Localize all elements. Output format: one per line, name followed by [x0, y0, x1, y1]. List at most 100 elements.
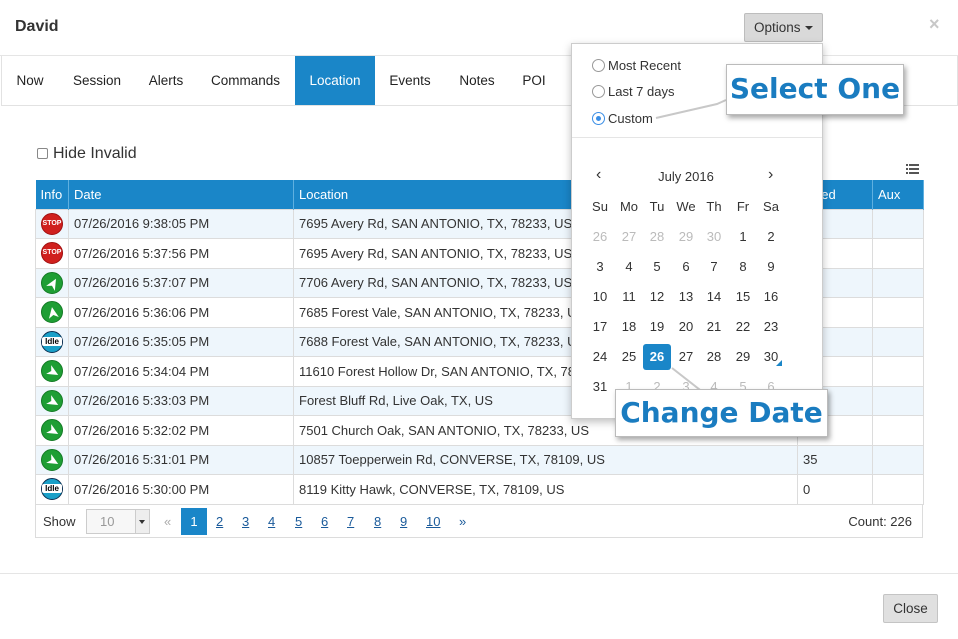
calendar-day[interactable]: 30 — [706, 229, 722, 244]
calendar-day[interactable]: 25 — [621, 349, 637, 364]
calendar-day[interactable]: 6 — [682, 259, 690, 274]
tab-poi[interactable]: POI — [522, 73, 546, 88]
radio-label: Most Recent — [608, 58, 681, 73]
cell-date: 07/26/2016 5:37:07 PM — [68, 267, 294, 298]
radio-button[interactable] — [592, 59, 605, 72]
tab-session[interactable]: Session — [72, 73, 122, 88]
column-header-date[interactable]: Date — [68, 180, 294, 209]
hide-invalid-toggle[interactable]: Hide Invalid — [37, 145, 137, 163]
page-size-select[interactable]: 10 — [86, 509, 150, 534]
calendar-day[interactable]: 4 — [710, 379, 718, 394]
callout-change-date-text: Change Date — [620, 396, 823, 429]
close-button[interactable]: Close — [883, 594, 938, 623]
tab-notes[interactable]: Notes — [459, 73, 495, 88]
table-pager: Show 10 « 1 2 3 4 5 6 7 8 9 10 » Count: … — [35, 505, 923, 538]
calendar-day[interactable]: 28 — [706, 349, 722, 364]
page-link-9[interactable]: 9 — [400, 514, 408, 529]
table-row[interactable]: Idle 07/26/2016 5:30:00 PM 8119 Kitty Hawk… — [35, 474, 924, 505]
page-link-4[interactable]: 4 — [268, 514, 276, 529]
page-link-1[interactable]: 1 — [181, 508, 207, 535]
cell-aux — [872, 238, 924, 269]
calendar-day[interactable]: 12 — [649, 289, 665, 304]
cell-info — [35, 385, 69, 416]
calendar-day[interactable]: 9 — [767, 259, 775, 274]
calendar-day[interactable]: 24 — [592, 349, 608, 364]
calendar-day[interactable]: 4 — [625, 259, 633, 274]
calendar-day[interactable]: 1 — [739, 229, 747, 244]
calendar-day[interactable]: 13 — [678, 289, 694, 304]
close-icon[interactable]: × — [929, 14, 940, 34]
cell-aux — [872, 474, 924, 505]
radio-last-7-days[interactable]: Last 7 days — [592, 84, 675, 99]
calendar-day[interactable]: 29 — [735, 349, 751, 364]
dropdown-arrow-icon[interactable] — [135, 510, 149, 533]
calendar-day[interactable]: 7 — [710, 259, 718, 274]
calendar-day-selected[interactable]: 26 — [643, 344, 671, 370]
page-link-8[interactable]: 8 — [374, 514, 382, 529]
calendar-day[interactable]: 27 — [678, 349, 694, 364]
calendar-day[interactable]: 8 — [739, 259, 747, 274]
calendar-day[interactable]: 5 — [739, 379, 747, 394]
calendar-day[interactable]: 2 — [653, 379, 661, 394]
calendar-day[interactable]: 17 — [592, 319, 608, 334]
cell-speed: 0 — [797, 474, 873, 505]
idle-icon: Idle — [41, 330, 63, 353]
calendar-day[interactable]: 20 — [678, 319, 694, 334]
calendar-day[interactable]: 16 — [763, 289, 779, 304]
calendar-day[interactable]: 19 — [649, 319, 665, 334]
moving-arrow-icon — [41, 360, 63, 383]
calendar-day[interactable]: 27 — [621, 229, 637, 244]
column-header-aux[interactable]: Aux — [872, 180, 924, 209]
tab-location[interactable]: Location — [295, 56, 375, 105]
calendar-weekday: Su — [592, 199, 608, 214]
calendar-month-label: July 2016 — [658, 169, 714, 184]
moving-arrow-icon — [41, 419, 63, 442]
calendar-day[interactable]: 30 — [763, 349, 779, 364]
page-link-5[interactable]: 5 — [295, 514, 303, 529]
page-link-3[interactable]: 3 — [242, 514, 250, 529]
options-button[interactable]: Options — [744, 13, 823, 42]
calendar-day[interactable]: 21 — [706, 319, 722, 334]
calendar-day[interactable]: 26 — [592, 229, 608, 244]
options-button-label: Options — [754, 20, 801, 35]
page-link-6[interactable]: 6 — [321, 514, 329, 529]
calendar-day[interactable]: 31 — [592, 379, 608, 394]
calendar-day[interactable]: 10 — [592, 289, 608, 304]
calendar-day[interactable]: 5 — [653, 259, 661, 274]
column-chooser-icon[interactable] — [906, 164, 919, 175]
radio-button-selected[interactable] — [592, 112, 605, 125]
calendar-day[interactable]: 22 — [735, 319, 751, 334]
table-row[interactable]: 07/26/2016 5:31:01 PM 10857 Toepperwein R… — [35, 444, 924, 475]
tab-events[interactable]: Events — [389, 73, 431, 88]
calendar-day[interactable]: 18 — [621, 319, 637, 334]
tab-alerts[interactable]: Alerts — [148, 73, 184, 88]
calendar-day[interactable]: 29 — [678, 229, 694, 244]
radio-button[interactable] — [592, 85, 605, 98]
calendar-day[interactable]: 23 — [763, 319, 779, 334]
cell-date: 07/26/2016 5:31:01 PM — [68, 444, 294, 475]
next-page-link[interactable]: » — [459, 514, 467, 529]
calendar-day[interactable]: 28 — [649, 229, 665, 244]
calendar-day[interactable]: 3 — [596, 259, 604, 274]
tab-commands[interactable]: Commands — [210, 73, 281, 88]
tab-now[interactable]: Now — [16, 73, 44, 88]
calendar-day[interactable]: 11 — [622, 289, 636, 304]
page-link-10[interactable]: 10 — [426, 514, 441, 529]
dropdown-divider — [572, 137, 822, 138]
calendar-next-icon[interactable]: › — [768, 166, 774, 183]
hide-invalid-checkbox[interactable] — [37, 148, 48, 159]
calendar-day[interactable]: 3 — [682, 379, 690, 394]
page-link-2[interactable]: 2 — [216, 514, 224, 529]
radio-custom[interactable]: Custom — [592, 111, 653, 126]
page-link-7[interactable]: 7 — [347, 514, 355, 529]
calendar-day[interactable]: 1 — [625, 379, 633, 394]
calendar-day[interactable]: 2 — [767, 229, 775, 244]
calendar-prev-icon[interactable]: ‹ — [596, 166, 602, 183]
calendar-day[interactable]: 14 — [706, 289, 722, 304]
calendar-day[interactable]: 6 — [767, 379, 775, 394]
first-page-link[interactable]: « — [164, 514, 172, 529]
radio-most-recent[interactable]: Most Recent — [592, 58, 681, 73]
column-header-info[interactable]: Info — [35, 180, 69, 209]
calendar-day[interactable]: 15 — [735, 289, 751, 304]
cell-date: 07/26/2016 5:36:06 PM — [68, 297, 294, 328]
